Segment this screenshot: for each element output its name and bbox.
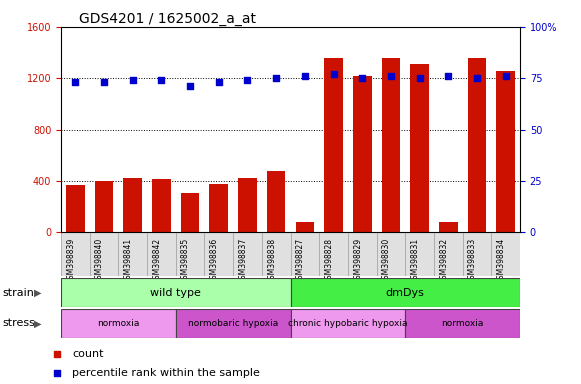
Bar [468,58,486,232]
Bar [376,232,406,276]
Point [501,73,510,79]
Text: GSM398834: GSM398834 [497,238,505,284]
Bar [175,232,205,276]
Bar [89,232,119,276]
Bar [147,232,175,276]
Bar [410,64,429,232]
Bar [296,222,314,232]
Text: dmDys: dmDys [386,288,425,298]
Bar [290,309,406,338]
Text: GDS4201 / 1625002_a_at: GDS4201 / 1625002_a_at [80,12,256,26]
Text: ▶: ▶ [34,318,42,328]
Point [339,124,349,130]
Point [386,73,396,79]
Point [157,77,166,83]
Text: GSM398832: GSM398832 [439,238,449,284]
Point [243,77,252,83]
Bar [152,179,171,232]
Bar [324,58,343,232]
Bar [181,192,199,232]
Bar [439,222,458,232]
Point [472,75,482,81]
Point [185,83,195,89]
Text: stress: stress [3,318,36,328]
Text: ▶: ▶ [34,288,42,298]
Text: GSM398841: GSM398841 [124,238,132,284]
Bar [233,232,262,276]
Bar [290,278,520,307]
Bar [175,309,290,338]
Text: count: count [72,349,103,359]
Text: chronic hypobaric hypoxia: chronic hypobaric hypoxia [288,319,408,328]
Bar [492,232,520,276]
Text: GSM398835: GSM398835 [181,238,190,284]
Text: GSM398840: GSM398840 [95,238,104,284]
Bar [462,232,492,276]
Bar [406,232,434,276]
Text: GSM398831: GSM398831 [411,238,419,284]
Text: strain: strain [3,288,35,298]
Bar [290,232,319,276]
Point [357,75,367,81]
Bar [382,58,400,232]
Text: normobaric hypoxia: normobaric hypoxia [188,319,278,328]
Text: GSM398830: GSM398830 [382,238,391,284]
Bar [353,76,371,232]
Bar [406,309,520,338]
Bar [205,232,233,276]
Point [339,297,349,303]
Point [271,75,281,81]
Text: GSM398833: GSM398833 [468,238,477,284]
Bar [61,309,175,338]
Bar [319,232,348,276]
Point [444,73,453,79]
Text: GSM398829: GSM398829 [353,238,362,284]
Point [329,71,338,77]
Text: GSM398839: GSM398839 [66,238,76,284]
Bar [119,232,147,276]
Point [99,79,109,85]
Text: GSM398827: GSM398827 [296,238,305,284]
Point [214,79,224,85]
Bar [95,181,113,232]
Bar [434,232,462,276]
Text: GSM398828: GSM398828 [325,238,333,284]
Point [300,73,310,79]
Text: GSM398838: GSM398838 [267,238,276,284]
Text: percentile rank within the sample: percentile rank within the sample [72,368,260,378]
Bar [123,179,142,232]
Text: normoxia: normoxia [97,319,139,328]
Text: normoxia: normoxia [442,319,484,328]
Bar [66,185,85,232]
Point [128,77,137,83]
Bar [238,179,257,232]
Text: GSM398836: GSM398836 [210,238,219,284]
Bar [267,170,285,232]
Bar [496,71,515,232]
Text: GSM398837: GSM398837 [238,238,248,284]
Bar [61,278,290,307]
Bar [262,232,290,276]
Bar [348,232,376,276]
Text: GSM398842: GSM398842 [152,238,162,284]
Text: wild type: wild type [150,288,201,298]
Point [415,75,424,81]
Point [71,79,80,85]
Bar [210,184,228,232]
Bar [61,232,89,276]
